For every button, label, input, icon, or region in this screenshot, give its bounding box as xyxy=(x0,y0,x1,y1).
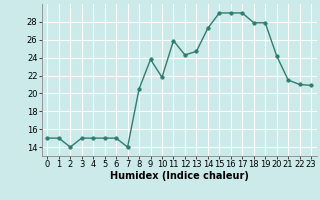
X-axis label: Humidex (Indice chaleur): Humidex (Indice chaleur) xyxy=(110,171,249,181)
